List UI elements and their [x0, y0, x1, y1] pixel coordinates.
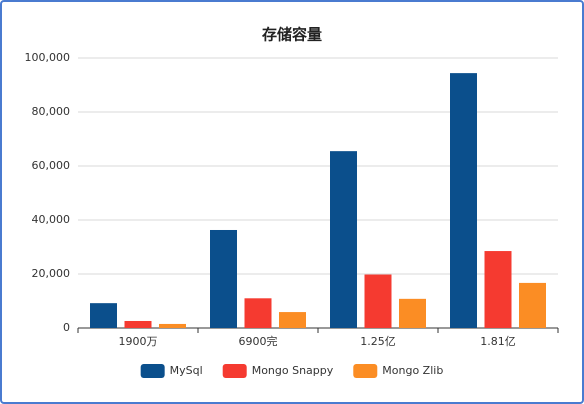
y-tick-label: 20,000: [32, 267, 71, 280]
bar: [124, 320, 152, 328]
chart-title: 存储容量: [262, 26, 322, 44]
bar: [399, 298, 426, 328]
bar: [210, 229, 237, 328]
legend-swatch: [222, 364, 247, 378]
bar: [279, 312, 306, 328]
y-tick-label: 0: [63, 321, 70, 334]
legend-label: MySql: [170, 364, 203, 377]
x-tick-label: 1.81亿: [480, 335, 516, 348]
bar: [519, 282, 546, 328]
bar: [450, 73, 477, 329]
x-tick-label: 6900完: [239, 334, 278, 348]
x-tick-label: 1900万: [119, 335, 158, 348]
legend-swatch: [353, 364, 378, 378]
bar: [244, 298, 272, 328]
bar: [159, 323, 186, 328]
bar: [484, 251, 512, 328]
legend-label: Mongo Snappy: [252, 364, 334, 377]
bar: [90, 303, 117, 328]
bar: [330, 151, 357, 328]
y-tick-label: 60,000: [32, 159, 71, 172]
bar: [364, 274, 392, 328]
y-tick-label: 100,000: [25, 51, 71, 64]
legend-label: Mongo Zlib: [382, 364, 443, 377]
y-tick-label: 80,000: [32, 105, 71, 118]
legend-swatch: [140, 364, 165, 378]
y-tick-label: 40,000: [32, 213, 71, 226]
x-tick-label: 1.25亿: [360, 335, 396, 348]
